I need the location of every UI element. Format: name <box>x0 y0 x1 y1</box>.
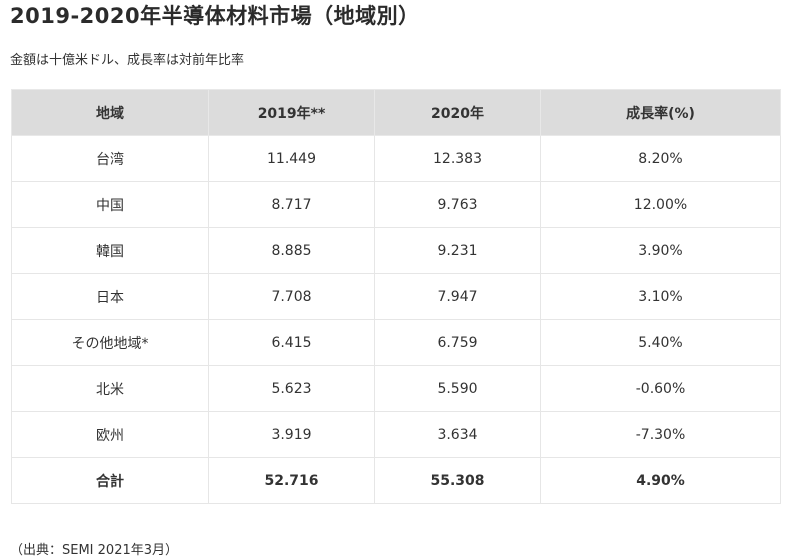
total-2020: 55.308 <box>374 457 541 504</box>
table-row: 台湾 11.449 12.383 8.20% <box>11 135 781 182</box>
table-row: 日本 7.708 7.947 3.10% <box>11 273 781 320</box>
table-row: 欧州 3.919 3.634 -7.30% <box>11 411 781 458</box>
cell-2020: 12.383 <box>374 135 541 182</box>
total-label: 合計 <box>11 457 209 504</box>
cell-region: 北米 <box>11 365 209 412</box>
cell-2020: 6.759 <box>374 319 541 366</box>
table-header-row: 地域 2019年** 2020年 成長率(%) <box>11 89 781 136</box>
cell-2020: 3.634 <box>374 411 541 458</box>
cell-region: 欧州 <box>11 411 209 458</box>
cell-region: 韓国 <box>11 227 209 274</box>
cell-growth: 12.00% <box>540 181 781 228</box>
header-2020: 2020年 <box>374 89 541 136</box>
cell-region: その他地域* <box>11 319 209 366</box>
table-row: 韓国 8.885 9.231 3.90% <box>11 227 781 274</box>
cell-2020: 9.231 <box>374 227 541 274</box>
page-title: 2019-2020年半導体材料市場（地域別） <box>10 4 420 28</box>
cell-2019: 6.415 <box>208 319 375 366</box>
cell-growth: 5.40% <box>540 319 781 366</box>
header-growth: 成長率(%) <box>540 89 781 136</box>
cell-2019: 8.885 <box>208 227 375 274</box>
header-2019: 2019年** <box>208 89 375 136</box>
cell-growth: -7.30% <box>540 411 781 458</box>
cell-region: 中国 <box>11 181 209 228</box>
cell-region: 台湾 <box>11 135 209 182</box>
cell-growth: 8.20% <box>540 135 781 182</box>
cell-2019: 7.708 <box>208 273 375 320</box>
header-region: 地域 <box>11 89 209 136</box>
table-row: その他地域* 6.415 6.759 5.40% <box>11 319 781 366</box>
cell-2020: 5.590 <box>374 365 541 412</box>
cell-2020: 9.763 <box>374 181 541 228</box>
cell-region: 日本 <box>11 273 209 320</box>
cell-2019: 5.623 <box>208 365 375 412</box>
subtitle: 金額は十億米ドル、成長率は対前年比率 <box>10 53 245 68</box>
cell-2019: 8.717 <box>208 181 375 228</box>
source-note: （出典：SEMI 2021年3月） <box>10 543 179 558</box>
cell-2019: 11.449 <box>208 135 375 182</box>
cell-2019: 3.919 <box>208 411 375 458</box>
cell-growth: 3.10% <box>540 273 781 320</box>
table-row: 中国 8.717 9.763 12.00% <box>11 181 781 228</box>
cell-2020: 7.947 <box>374 273 541 320</box>
table-total-row: 合計 52.716 55.308 4.90% <box>11 457 781 504</box>
total-2019: 52.716 <box>208 457 375 504</box>
table-row: 北米 5.623 5.590 -0.60% <box>11 365 781 412</box>
total-growth: 4.90% <box>540 457 781 504</box>
cell-growth: -0.60% <box>540 365 781 412</box>
market-table: 地域 2019年** 2020年 成長率(%) 台湾 11.449 12.383… <box>11 89 781 504</box>
cell-growth: 3.90% <box>540 227 781 274</box>
